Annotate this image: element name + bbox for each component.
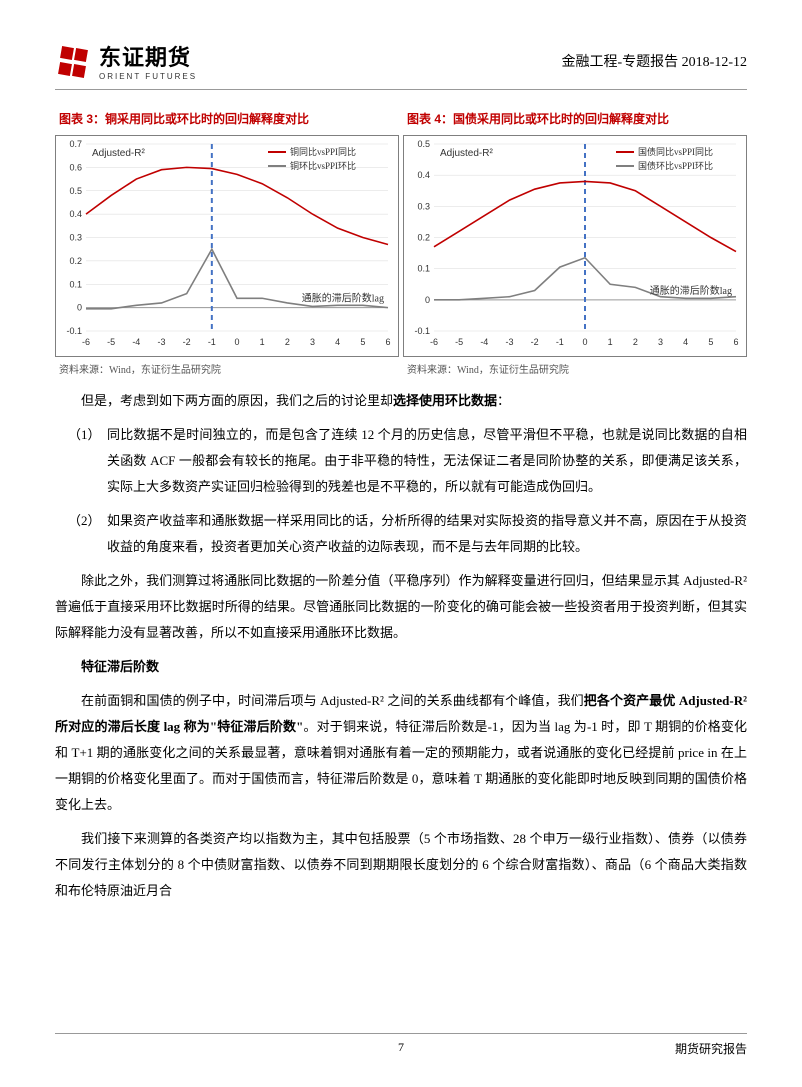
svg-text:0.2: 0.2 — [69, 256, 82, 266]
logo-icon — [55, 43, 91, 79]
svg-text:5: 5 — [708, 337, 713, 347]
svg-text:-4: -4 — [480, 337, 488, 347]
chart-3-title: 图表 3：铜采用同比或环比时的回归解释度对比 — [55, 110, 399, 127]
svg-text:1: 1 — [260, 337, 265, 347]
svg-text:4: 4 — [683, 337, 688, 347]
footer-right: 期货研究报告 — [675, 1040, 747, 1057]
header-meta: 金融工程-专题报告 2018-12-12 — [562, 51, 748, 71]
logo-text-cn: 东证期货 — [99, 40, 197, 72]
svg-text:0.3: 0.3 — [69, 233, 82, 243]
svg-text:0.4: 0.4 — [417, 170, 430, 180]
svg-text:2: 2 — [285, 337, 290, 347]
svg-text:0.6: 0.6 — [69, 162, 82, 172]
svg-text:0.4: 0.4 — [69, 209, 82, 219]
chart-3: 图表 3：铜采用同比或环比时的回归解释度对比 -0.1 0 0.1 0.2 0.3 0.4… — [55, 110, 399, 376]
logo-text-en: ORIENT FUTURES — [99, 72, 197, 81]
svg-text:0.3: 0.3 — [417, 201, 430, 211]
svg-text:0.1: 0.1 — [69, 279, 82, 289]
chart-3-svg: -0.1 0 0.1 0.2 0.3 0.4 0.5 0.6 0.7 -6 -5 -4 -3 -2 -1 0 1… — [55, 135, 399, 357]
header: 东证期货 ORIENT FUTURES 金融工程-专题报告 2018-12-12 — [55, 40, 747, 90]
chart-4-title: 图表 4：国债采用同比或环比时的回归解释度对比 — [403, 110, 747, 127]
svg-text:-3: -3 — [505, 337, 513, 347]
svg-text:-3: -3 — [157, 337, 165, 347]
svg-text:3: 3 — [310, 337, 315, 347]
svg-text:0.5: 0.5 — [69, 186, 82, 196]
logo: 东证期货 ORIENT FUTURES — [55, 40, 197, 81]
body-text: 但是，考虑到如下两方面的原因，我们之后的讨论里却选择使用环比数据： （1） 同比… — [55, 388, 747, 904]
intro-bold: 选择使用环比数据 — [393, 393, 497, 408]
svg-text:铜同比vsPPI同比: 铜同比vsPPI同比 — [290, 146, 356, 157]
para3-part1: 在前面铜和国债的例子中，时间滞后项与 Adjusted-R² 之间的关系曲线都有… — [81, 693, 584, 708]
svg-text:0: 0 — [582, 337, 587, 347]
list-item-1: （1） 同比数据不是时间独立的，而是包含了连续 12 个月的历史信息，尽管平滑但… — [55, 422, 747, 500]
svg-text:0: 0 — [234, 337, 239, 347]
svg-text:0.7: 0.7 — [69, 139, 82, 149]
svg-text:-2: -2 — [183, 337, 191, 347]
svg-text:0: 0 — [425, 295, 430, 305]
svg-text:国债同比vsPPI同比: 国债同比vsPPI同比 — [638, 146, 713, 157]
svg-text:0: 0 — [77, 303, 82, 313]
svg-text:-6: -6 — [82, 337, 90, 347]
intro-para: 但是，考虑到如下两方面的原因，我们之后的讨论里却选择使用环比数据： — [55, 388, 747, 414]
svg-text:-5: -5 — [107, 337, 115, 347]
svg-text:-1: -1 — [556, 337, 564, 347]
svg-text:-4: -4 — [132, 337, 140, 347]
para-3: 在前面铜和国债的例子中，时间滞后项与 Adjusted-R² 之间的关系曲线都有… — [55, 688, 747, 818]
svg-text:国债环比vsPPI环比: 国债环比vsPPI环比 — [638, 160, 713, 171]
chart-3-source: 资料来源：Wind，东证衍生品研究院 — [55, 361, 399, 376]
list-num-2: （2） — [68, 508, 107, 560]
intro-text-1: 但是，考虑到如下两方面的原因，我们之后的讨论里却 — [81, 393, 393, 408]
svg-text:5: 5 — [360, 337, 365, 347]
svg-text:6: 6 — [385, 337, 390, 347]
page-number: 7 — [398, 1040, 404, 1055]
list-item-2: （2） 如果资产收益率和通胀数据一样采用同比的话，分析所得的结果对实际投资的指导… — [55, 508, 747, 560]
svg-text:-1: -1 — [208, 337, 216, 347]
charts-row: 图表 3：铜采用同比或环比时的回归解释度对比 -0.1 0 0.1 0.2 0.3 0.4… — [55, 110, 747, 376]
intro-text-2: ： — [497, 393, 510, 408]
list-num-1: （1） — [68, 422, 107, 500]
list-content-2: 如果资产收益率和通胀数据一样采用同比的话，分析所得的结果对实际投资的指导意义并不… — [107, 508, 747, 560]
svg-text:通胀的滞后阶数lag: 通胀的滞后阶数lag — [650, 284, 732, 297]
list-content-1: 同比数据不是时间独立的，而是包含了连续 12 个月的历史信息，尽管平滑但不平稳，… — [107, 422, 747, 500]
svg-text:1: 1 — [608, 337, 613, 347]
chart-4-source: 资料来源：Wind，东证衍生品研究院 — [403, 361, 747, 376]
svg-text:2: 2 — [633, 337, 638, 347]
svg-text:铜环比vsPPI环比: 铜环比vsPPI环比 — [290, 160, 356, 171]
svg-text:-5: -5 — [455, 337, 463, 347]
svg-text:4: 4 — [335, 337, 340, 347]
para-2: 除此之外，我们测算过将通胀同比数据的一阶差分值（平稳序列）作为解释变量进行回归，… — [55, 568, 747, 646]
chart-4: 图表 4：国债采用同比或环比时的回归解释度对比 -0.1 0 0.1 0.2 0.3 0.… — [403, 110, 747, 376]
section-heading: 特征滞后阶数 — [55, 654, 747, 680]
svg-text:3: 3 — [658, 337, 663, 347]
svg-text:-6: -6 — [430, 337, 438, 347]
svg-text:0.2: 0.2 — [417, 233, 430, 243]
svg-text:Adjusted-R²: Adjusted-R² — [440, 148, 493, 159]
svg-text:-0.1: -0.1 — [414, 326, 430, 336]
svg-text:0.1: 0.1 — [417, 264, 430, 274]
para-4: 我们接下来测算的各类资产均以指数为主，其中包括股票（5 个市场指数、28 个申万… — [55, 826, 747, 904]
footer: 7 期货研究报告 — [55, 1033, 747, 1057]
chart-4-svg: -0.1 0 0.1 0.2 0.3 0.4 0.5 -6 -5 -4 -3 -2 -1 0 1 2 3 4 5 6 A… — [403, 135, 747, 357]
svg-text:0.5: 0.5 — [417, 139, 430, 149]
svg-text:-0.1: -0.1 — [66, 326, 82, 336]
svg-text:通胀的滞后阶数lag: 通胀的滞后阶数lag — [302, 292, 384, 305]
svg-text:-2: -2 — [531, 337, 539, 347]
svg-text:Adjusted-R²: Adjusted-R² — [92, 148, 145, 159]
svg-text:6: 6 — [733, 337, 738, 347]
